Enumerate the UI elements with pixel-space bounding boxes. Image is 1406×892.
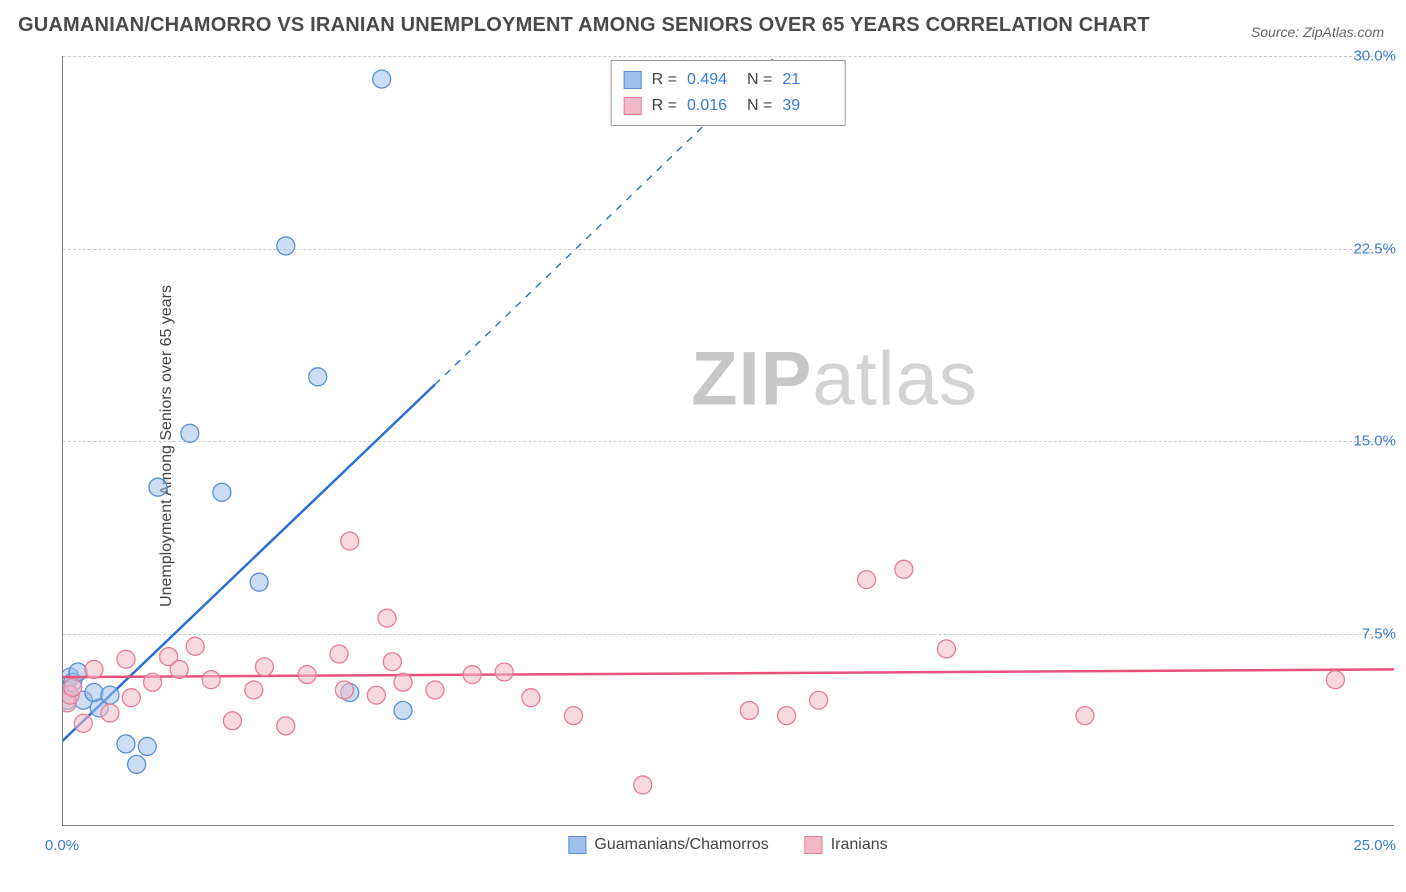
source-attribution: Source: ZipAtlas.com: [1251, 24, 1384, 40]
legend-swatch-guam: [568, 836, 586, 854]
stats-r-iran: 0.016: [687, 97, 737, 115]
legend-swatch-iran: [805, 836, 823, 854]
y-tick-label: 7.5%: [1362, 625, 1396, 642]
legend-item-iran: Iranians: [805, 836, 888, 854]
stats-n-label: N =: [747, 71, 772, 89]
y-tick-label: 15.0%: [1353, 433, 1396, 450]
x-axis-line: [62, 825, 1394, 826]
x-tick-origin: 0.0%: [45, 837, 79, 854]
x-tick-max: 25.0%: [1353, 837, 1396, 854]
y-tick-label: 22.5%: [1353, 240, 1396, 257]
legend-item-guam: Guamanians/Chamorros: [568, 836, 768, 854]
stats-r-label: R =: [652, 71, 677, 89]
stats-n-iran: 39: [782, 97, 832, 115]
legend-stats-row-iran: R = 0.016 N = 39: [624, 93, 833, 119]
stats-n-label-2: N =: [747, 97, 772, 115]
stats-r-guam: 0.494: [687, 71, 737, 89]
legend-stats: R = 0.494 N = 21 R = 0.016 N = 39: [611, 60, 846, 126]
stats-swatch-iran: [624, 97, 642, 115]
stats-swatch-guam: [624, 71, 642, 89]
y-axis-line: [62, 56, 63, 826]
stats-n-guam: 21: [782, 71, 832, 89]
legend-stats-row-guam: R = 0.494 N = 21: [624, 67, 833, 93]
plot-area: ZIPatlas 7.5%15.0%22.5%30.0% 0.0% 25.0% …: [62, 56, 1394, 826]
y-tick-label: 30.0%: [1353, 48, 1396, 65]
legend-bottom: Guamanians/Chamorros Iranians: [568, 836, 887, 854]
stats-r-label-2: R =: [652, 97, 677, 115]
scatter-svg: [62, 56, 1394, 826]
chart-title: GUAMANIAN/CHAMORRO VS IRANIAN UNEMPLOYME…: [18, 14, 1150, 37]
legend-label-guam: Guamanians/Chamorros: [594, 836, 768, 854]
legend-label-iran: Iranians: [831, 836, 888, 854]
